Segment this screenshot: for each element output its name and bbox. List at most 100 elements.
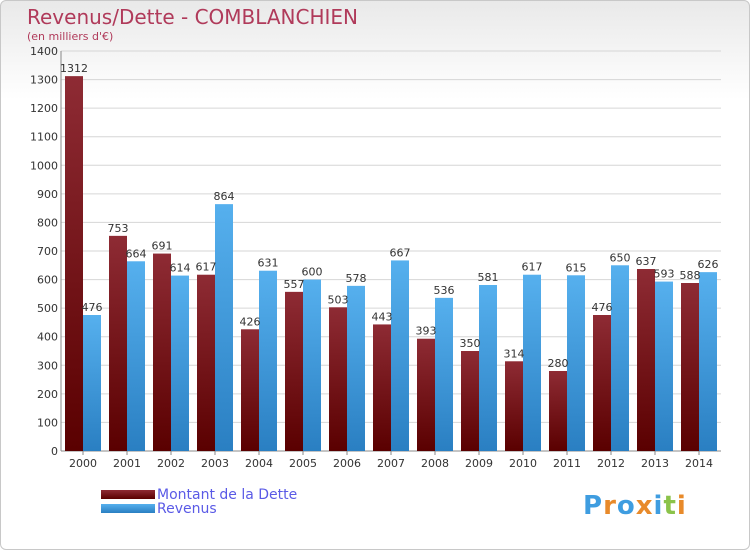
data-label: 593 [654, 268, 675, 281]
data-label: 617 [522, 261, 543, 274]
data-label: 557 [284, 278, 305, 291]
bar-revenus [171, 275, 189, 451]
logo-letter: t [663, 491, 677, 521]
bar-dette [329, 307, 347, 451]
legend-label-revenus: Revenus [157, 501, 217, 517]
bar-revenus [215, 204, 233, 451]
x-tick-label: 2009 [465, 457, 493, 470]
bar-dette [153, 253, 171, 451]
y-tick-label: 0 [51, 445, 58, 458]
bar-dette [197, 274, 215, 451]
data-label: 503 [328, 293, 349, 306]
bar-dette [109, 235, 127, 451]
bar-revenus [127, 261, 145, 451]
x-tick-label: 2002 [157, 457, 185, 470]
y-tick-label: 1200 [30, 102, 58, 115]
x-tick-label: 2001 [113, 457, 141, 470]
data-label: 581 [478, 271, 499, 284]
x-tick-label: 2007 [377, 457, 405, 470]
logo-letter: o [616, 491, 636, 521]
x-tick-label: 2010 [509, 457, 537, 470]
bar-revenus [435, 297, 453, 451]
y-tick-label: 800 [37, 216, 58, 229]
bar-dette [417, 338, 435, 451]
x-tick-label: 2011 [553, 457, 581, 470]
proxiti-logo: Proxiti [583, 491, 687, 521]
legend-label-debt: Montant de la Dette [157, 487, 298, 503]
data-label: 393 [416, 325, 437, 338]
x-tick-label: 2000 [69, 457, 97, 470]
logo-letter: x [635, 491, 654, 521]
data-label: 350 [460, 337, 481, 350]
bar-revenus [391, 260, 409, 451]
data-label: 753 [108, 222, 129, 235]
data-label: 578 [346, 272, 367, 285]
y-tick-label: 900 [37, 188, 58, 201]
x-tick-label: 2005 [289, 457, 317, 470]
data-label: 615 [566, 261, 587, 274]
data-label: 536 [434, 284, 455, 297]
y-tick-label: 1100 [30, 131, 58, 144]
bar-dette [285, 291, 303, 451]
bar-dette [505, 361, 523, 451]
y-tick-label: 200 [37, 388, 58, 401]
bar-revenus [611, 265, 629, 451]
bar-revenus [699, 272, 717, 451]
bar-dette [373, 324, 391, 451]
bar-revenus [567, 275, 585, 451]
data-label: 664 [126, 247, 147, 260]
bar-revenus [259, 270, 277, 451]
bar-revenus [523, 274, 541, 451]
x-tick-label: 2013 [641, 457, 669, 470]
logo-letter: P [583, 491, 604, 521]
data-label: 443 [372, 310, 393, 323]
y-tick-label: 600 [37, 274, 58, 287]
x-tick-label: 2004 [245, 457, 273, 470]
logo-letter: i [653, 491, 664, 521]
data-label: 588 [680, 269, 701, 282]
bar-dette [65, 76, 83, 452]
x-tick-label: 2006 [333, 457, 361, 470]
x-tick-label: 2003 [201, 457, 229, 470]
data-label: 314 [504, 347, 525, 360]
bar-revenus [347, 285, 365, 451]
bar-dette [637, 269, 655, 451]
bar-dette [593, 315, 611, 451]
y-tick-label: 300 [37, 359, 58, 372]
data-label: 631 [258, 257, 279, 270]
logo-letter: i [676, 491, 687, 521]
data-label: 280 [548, 357, 569, 370]
bar-revenus [83, 315, 101, 451]
chart-subtitle: (en milliers d'€) [27, 30, 114, 43]
data-label: 600 [302, 266, 323, 279]
data-label: 426 [240, 315, 261, 328]
bar-revenus [655, 281, 673, 451]
data-label: 637 [636, 255, 657, 268]
data-label: 626 [698, 258, 719, 271]
y-tick-label: 1300 [30, 74, 58, 87]
legend-swatch-debt [101, 490, 155, 499]
data-label: 864 [214, 190, 235, 203]
bar-dette [681, 283, 699, 451]
logo-letter: r [603, 491, 617, 521]
y-tick-label: 700 [37, 245, 58, 258]
bar-dette [241, 329, 259, 451]
data-label: 650 [610, 251, 631, 264]
data-label: 691 [152, 240, 173, 253]
y-tick-label: 500 [37, 302, 58, 315]
chart-title: Revenus/Dette - COMBLANCHIEN [27, 5, 359, 29]
bar-revenus [303, 279, 321, 451]
bar-dette [549, 371, 567, 451]
y-tick-label: 400 [37, 331, 58, 344]
data-label: 476 [592, 301, 613, 314]
legend-swatch-revenus [101, 504, 155, 513]
y-tick-label: 1400 [30, 45, 58, 58]
data-label: 1312 [60, 62, 88, 75]
data-label: 667 [390, 246, 411, 259]
x-tick-label: 2012 [597, 457, 625, 470]
data-label: 476 [82, 301, 103, 314]
bar-dette [461, 351, 479, 451]
data-label: 617 [196, 261, 217, 274]
